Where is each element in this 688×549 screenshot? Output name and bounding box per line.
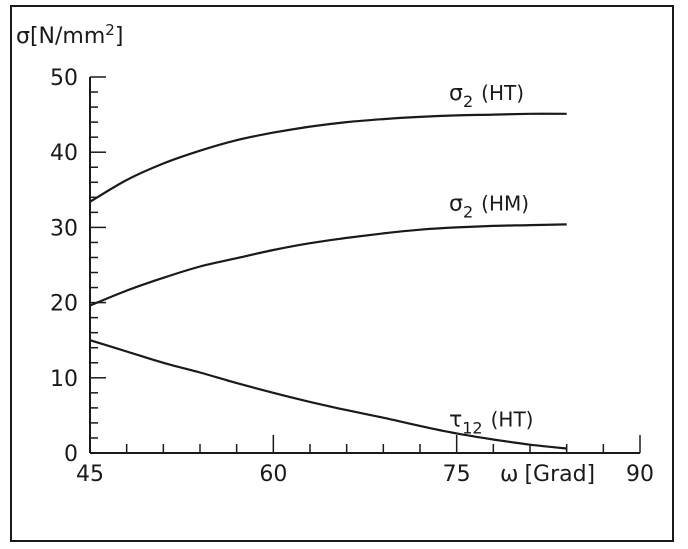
x-axis-label: ω [Grad] (500, 462, 595, 487)
series-line-2 (89, 339, 567, 450)
series-label-1: σ2 (HM) (449, 191, 529, 221)
axes (89, 77, 640, 454)
series-label-subscript: 12 (462, 418, 482, 437)
x-axis-symbol: ω (500, 462, 518, 487)
series-line-1 (89, 223, 567, 307)
series-line-0 (89, 112, 567, 203)
y-axis-unit-close: ] (115, 24, 124, 49)
y-axis-symbol: σ (16, 24, 30, 49)
series-label-subscript: 2 (463, 202, 473, 221)
y-axis-unit-exponent: 2 (105, 21, 115, 39)
x-tick-label: 45 (76, 462, 104, 487)
x-axis-unit: [Grad] (524, 462, 595, 487)
series-curves (89, 112, 567, 450)
series-label-subscript: 2 (463, 92, 473, 111)
series-label-0: σ2 (HT) (449, 81, 524, 111)
y-tick-label: 0 (64, 442, 78, 467)
chart-frame: σ[N/mm2] ω [Grad] 0 10 20 30 40 50 45 60 75 90 σ2 (H… (10, 5, 674, 542)
series-label-2: τ12 (HT) (449, 407, 533, 437)
ticks (89, 76, 641, 454)
y-tick-label: 30 (50, 216, 78, 241)
y-axis-label: σ[N/mm2] (16, 21, 123, 49)
x-tick-label: 60 (259, 462, 287, 487)
series-label-symbol: σ (449, 191, 463, 216)
series-label-suffix: (HT) (481, 81, 524, 105)
series-label-symbol: τ (449, 407, 462, 432)
x-tick-label: 75 (443, 462, 471, 487)
y-axis-unit: [N/mm (30, 24, 105, 49)
y-tick-label: 50 (50, 66, 78, 91)
y-tick-label: 20 (50, 292, 78, 317)
y-tick-label: 40 (50, 141, 78, 166)
series-label-suffix: (HM) (481, 191, 529, 215)
x-tick-label: 90 (626, 462, 654, 487)
series-label-suffix: (HT) (491, 407, 534, 431)
series-label-symbol: σ (449, 81, 463, 106)
y-tick-label: 10 (50, 367, 78, 392)
